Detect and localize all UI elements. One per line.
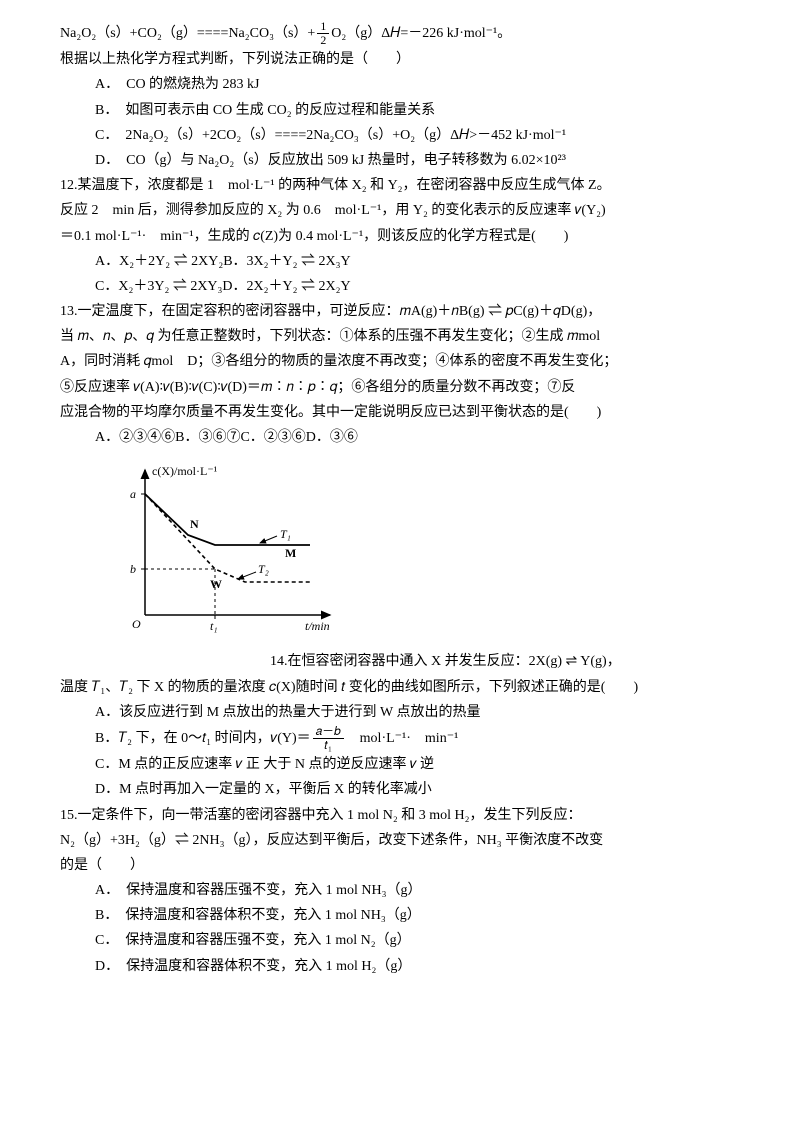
label-w: W xyxy=(210,577,222,591)
line-pre11: Na₂O₂（s）+CO₂（g）====Na₂CO₃（s）+12O₂（g）Δ𝐻=－… xyxy=(60,20,740,47)
x-axis-label: t/min xyxy=(305,619,330,633)
q11-option-a: A． CO 的燃烧热为 283 kJ xyxy=(60,72,740,97)
label-m: M xyxy=(285,546,296,560)
label-t1: T₁ xyxy=(280,527,291,541)
q13-stem-4: ⑤反应速率 𝑣(A)∶𝑣(B)∶𝑣(C)∶𝑣(D)＝𝑚∶𝑛∶𝑝∶𝑞；⑥各组分的质… xyxy=(60,375,740,400)
line-pre11b: 根据以上热化学方程式判断，下列说法正确的是（ ） xyxy=(60,47,740,72)
fraction-1-2: 12 xyxy=(317,20,329,47)
q12-option-c: C．X₂＋3Y₂ ⇌ 2XY₃D．2X₂＋Y₂ ⇌ 2X₂Y xyxy=(60,274,740,299)
q15-stem-2: N₂（g）+3H₂（g）⇌ 2NH₃（g），反应达到平衡后，改变下述条件，NH₃… xyxy=(60,828,740,853)
q15-stem-1: 15.一定条件下，向一带活塞的密闭容器中充入 1 mol N₂ 和 3 mol … xyxy=(60,803,740,828)
q13-stem-5: 应混合物的平均摩尔质量不再发生变化。其中一定能说明反应已达到平衡状态的是( ) xyxy=(60,400,740,425)
text: Na₂O₂（s）+CO₂（g）====Na₂CO₃（s）+ xyxy=(60,26,315,41)
q15-option-b: B． 保持温度和容器体积不变，充入 1 mol NH₃（g） xyxy=(60,903,740,928)
origin-label: O xyxy=(132,617,141,631)
q11-option-b: B． 如图可表示由 CO 生成 CO₂ 的反应过程和能量关系 xyxy=(60,98,740,123)
text: mol·L⁻¹· min⁻¹ xyxy=(346,731,459,746)
q15-stem-3: 的是（ ） xyxy=(60,853,740,878)
q12-stem-3: ＝0.1 mol·L⁻¹· min⁻¹，生成的 𝑐(Z)为 0.4 mol·L⁻… xyxy=(60,224,740,249)
q14-option-c: C．M 点的正反应速率 𝑣 正 大于 N 点的逆反应速率 𝑣 逆 xyxy=(60,752,740,777)
q13-stem-2: 当 𝑚、𝑛、𝑝、𝑞 为任意正整数时，下列状态：①体系的压强不再发生变化；②生成 … xyxy=(60,324,740,349)
q15-option-c: C． 保持温度和容器压强不变，充入 1 mol N₂（g） xyxy=(60,928,740,953)
t1-label: t₁ xyxy=(210,619,218,633)
q13-options: A．②③④⑥B．③⑥⑦C．②③⑥D．③⑥ xyxy=(60,425,740,450)
q12-stem-1: 12.某温度下，浓度都是 1 mol·L⁻¹ 的两种气体 X₂ 和 Y₂，在密闭… xyxy=(60,173,740,198)
text: B．𝑇₂ 下，在 0～𝑡₁ 时间内，𝑣(Y)＝ xyxy=(95,731,311,746)
q12-stem-2: 反应 2 min 后，测得参加反应的 X₂ 为 0.6 mol·L⁻¹，用 Y₂… xyxy=(60,198,740,223)
text: O₂（g）Δ𝐻=－226 kJ·mol⁻¹。 xyxy=(331,26,511,41)
q11-option-c: C． 2Na₂O₂（s）+2CO₂（s）====2Na₂CO₃（s）+O₂（g）… xyxy=(60,123,740,148)
q14-stem-right: 14.在恒容密闭容器中通入 X 并发生反应：2X(g) ⇌ Y(g)， xyxy=(60,649,740,674)
point-a-label: a xyxy=(130,487,136,501)
q12-option-a: A．X₂＋2Y₂ ⇌ 2XY₂B．3X₂＋Y₂ ⇌ 2X₃Y xyxy=(60,249,740,274)
q14-option-b: B．𝑇₂ 下，在 0～𝑡₁ 时间内，𝑣(Y)＝𝑎－𝑏𝑡₁ mol·L⁻¹· mi… xyxy=(60,725,740,752)
point-b-label: b xyxy=(130,562,136,576)
q15-option-d: D． 保持温度和容器体积不变，充入 1 mol H₂（g） xyxy=(60,954,740,979)
q14-option-d: D．M 点时再加入一定量的 X，平衡后 X 的转化率减小 xyxy=(60,777,740,802)
q13-stem-1: 13.一定温度下，在固定容积的密闭容器中，可逆反应：𝑚A(g)＋𝑛B(g) ⇌ … xyxy=(60,299,740,324)
q14-option-a: A．该反应进行到 M 点放出的热量大于进行到 W 点放出的热量 xyxy=(60,700,740,725)
y-axis-label: c(X)/mol·L⁻¹ xyxy=(152,464,218,478)
label-t2: T₂ xyxy=(258,562,269,576)
concentration-time-chart: c(X)/mol·L⁻¹ a b O t₁ t/min N M T₁ W T₂ xyxy=(110,460,740,649)
fraction-ab-t1: 𝑎－𝑏𝑡₁ xyxy=(313,725,344,752)
body-text: Na₂O₂（s）+CO₂（g）====Na₂CO₃（s）+12O₂（g）Δ𝐻=－… xyxy=(60,20,740,979)
label-n: N xyxy=(190,517,199,531)
q14-stem-2: 温度 𝑇₁、𝑇₂ 下 X 的物质的量浓度 𝑐(X)随时间 𝑡 变化的曲线如图所示… xyxy=(60,675,740,700)
q11-option-d: D． CO（g）与 Na₂O₂（s）反应放出 509 kJ 热量时，电子转移数为… xyxy=(60,148,740,173)
q15-option-a: A． 保持温度和容器压强不变，充入 1 mol NH₃（g） xyxy=(60,878,740,903)
q13-stem-3: A，同时消耗 𝑞mol D；③各组分的物质的量浓度不再改变；④体系的密度不再发生… xyxy=(60,349,740,374)
